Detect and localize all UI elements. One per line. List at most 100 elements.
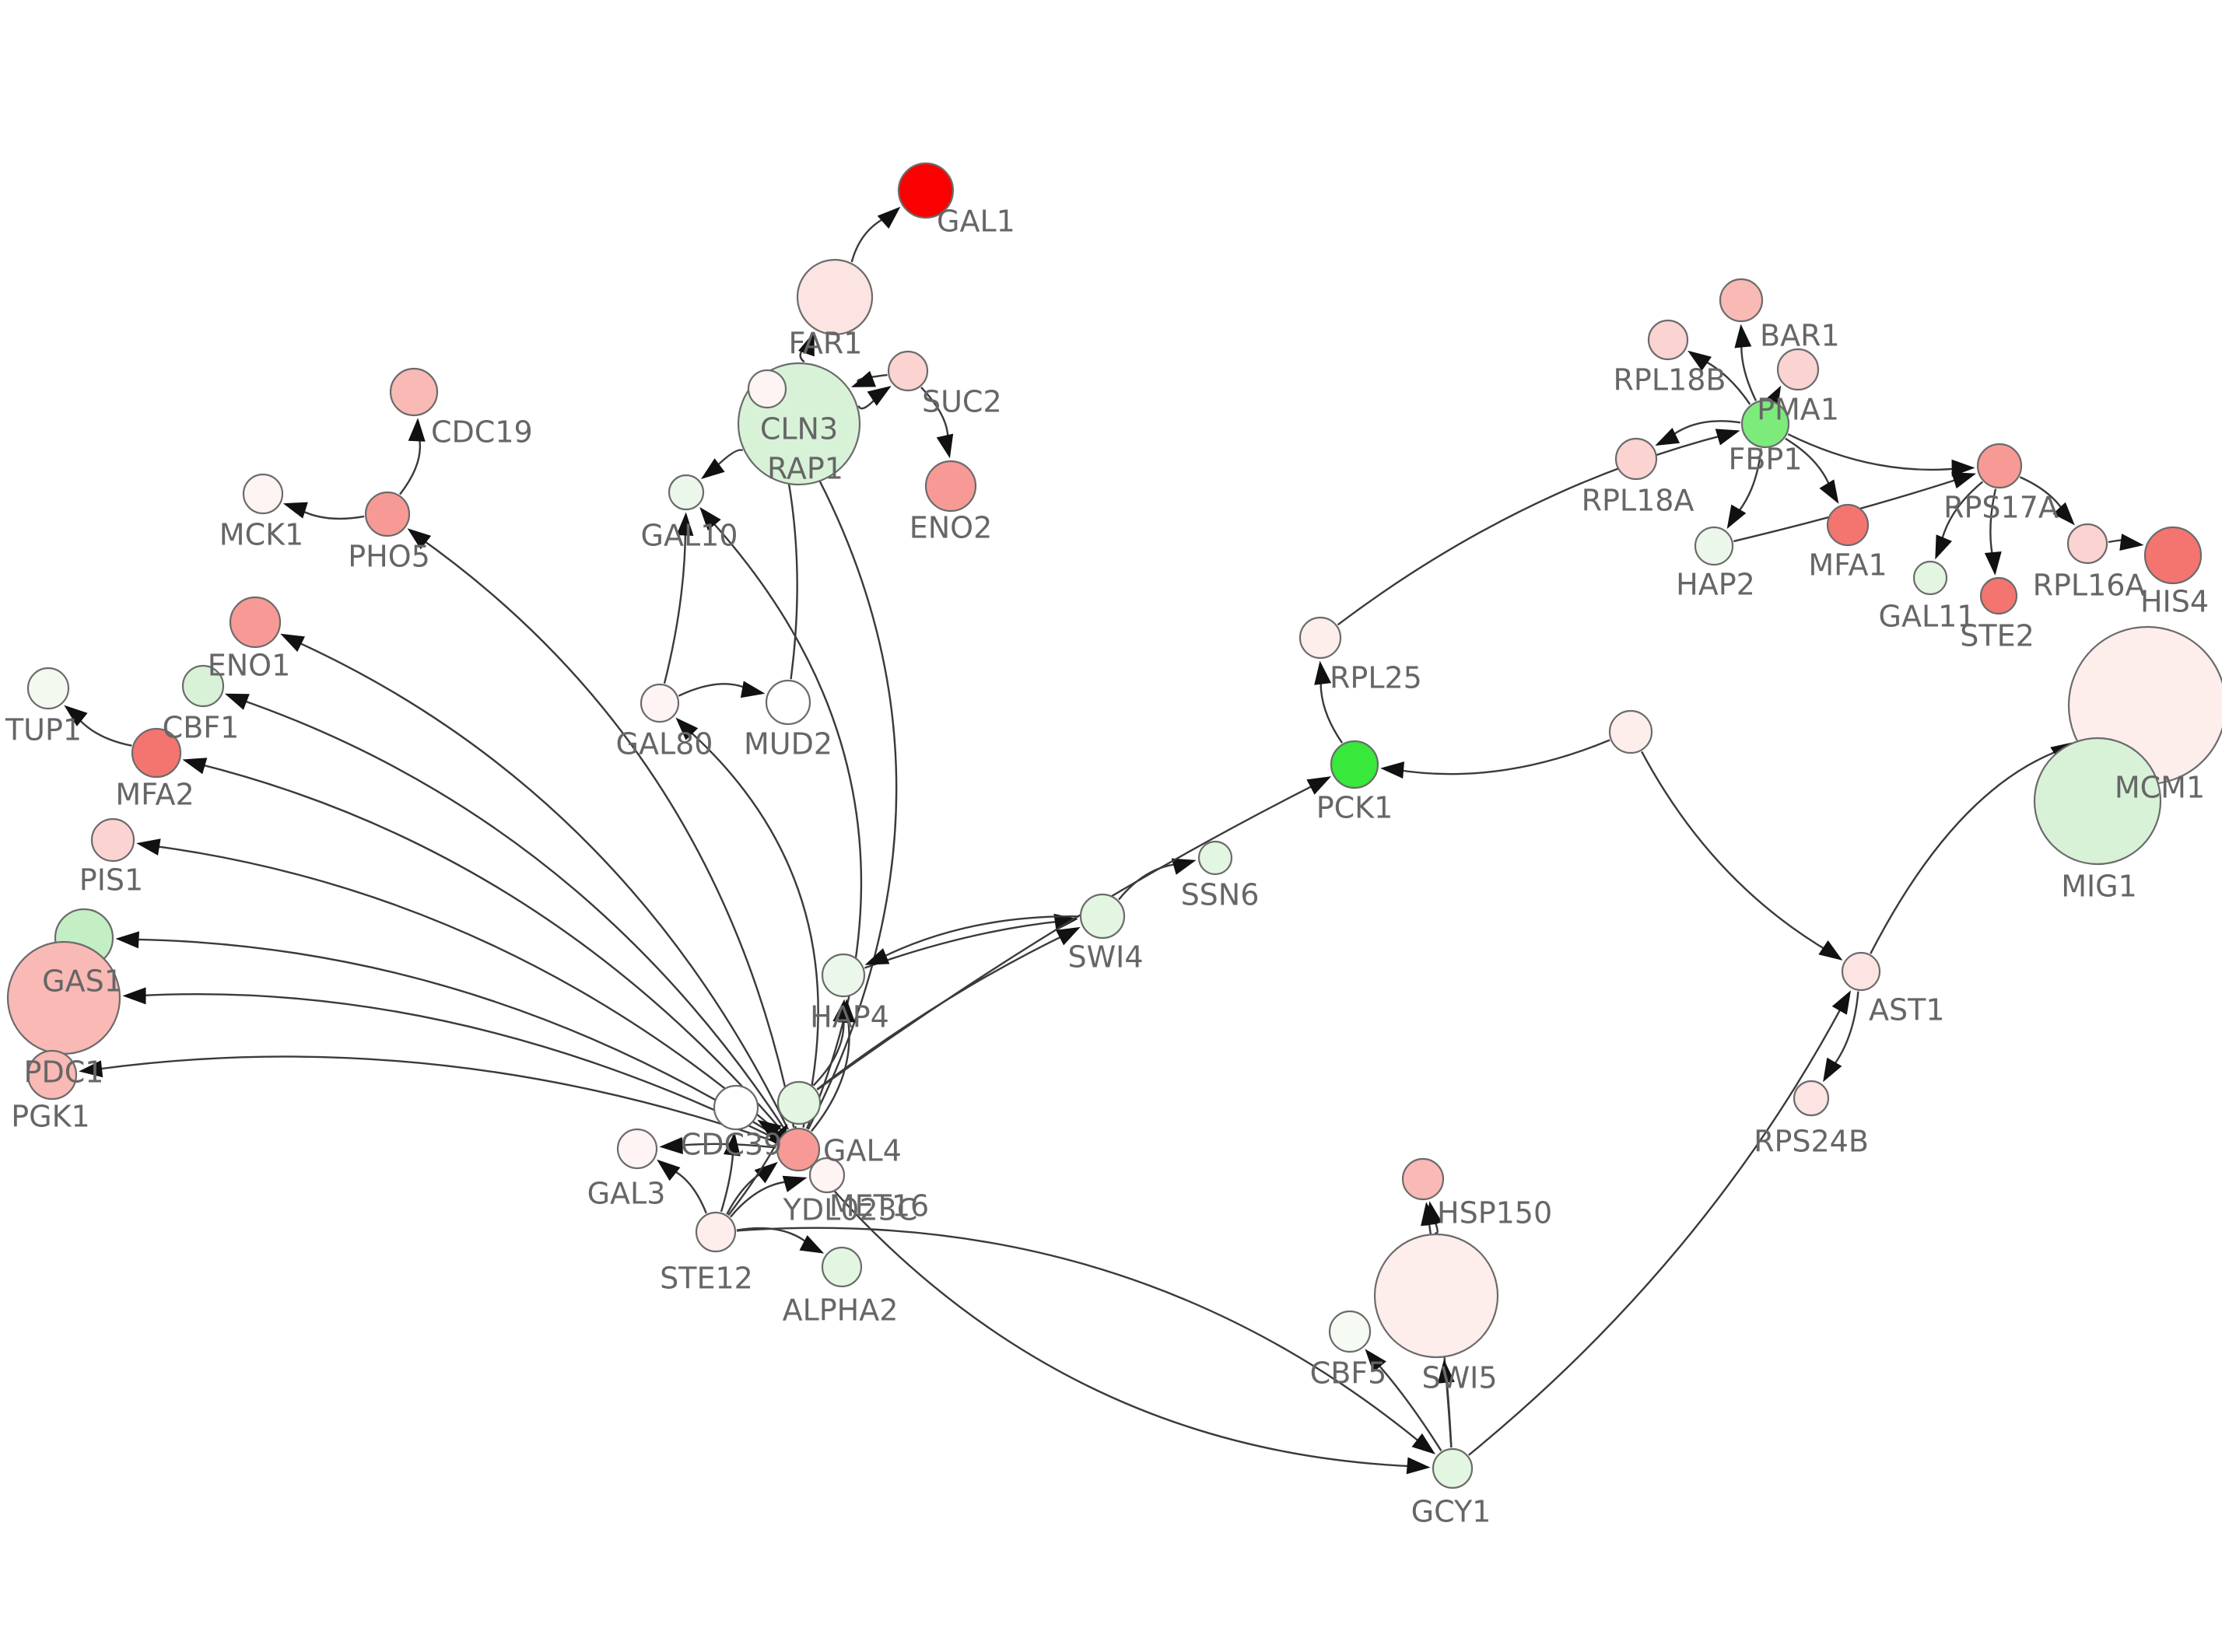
node-circle-mck1[interactable] xyxy=(242,473,284,515)
node-circle-mfa2[interactable] xyxy=(131,727,182,779)
node-cdc39[interactable] xyxy=(713,1084,759,1131)
node-circle-hap2[interactable] xyxy=(1694,526,1734,566)
node-met16[interactable] xyxy=(776,1080,822,1125)
node-pma1[interactable] xyxy=(1776,348,1820,391)
node-circle-cbf5[interactable] xyxy=(1328,1310,1372,1353)
node-ast1[interactable] xyxy=(1841,951,1881,992)
node-circle-mfa1[interactable] xyxy=(1826,503,1870,547)
node-circle-unlbl1[interactable] xyxy=(1608,709,1653,754)
node-circle-ste12[interactable] xyxy=(695,1211,737,1253)
node-circle-pho5[interactable] xyxy=(364,491,411,537)
node-cdc19[interactable] xyxy=(389,367,439,417)
node-rpl18b[interactable] xyxy=(1647,319,1689,361)
node-pis1[interactable] xyxy=(90,817,135,863)
node-his4[interactable] xyxy=(2143,526,2203,585)
node-circle-rpl18a[interactable] xyxy=(1614,437,1658,481)
node-rap1[interactable] xyxy=(747,369,787,409)
node-circle-hsp150[interactable] xyxy=(1401,1157,1445,1201)
node-circle-rps17a[interactable] xyxy=(1976,443,2023,489)
node-circle-mud2[interactable] xyxy=(765,679,811,726)
node-circle-gal1[interactable] xyxy=(897,162,955,219)
node-circle-gal80[interactable] xyxy=(640,683,680,723)
node-fbp1[interactable] xyxy=(1740,399,1790,449)
node-circle-cbf1[interactable] xyxy=(181,664,225,708)
node-circle-gal3[interactable] xyxy=(616,1128,658,1170)
node-ste12[interactable] xyxy=(695,1211,737,1253)
node-pgk1[interactable] xyxy=(26,1049,78,1101)
node-circle-pma1[interactable] xyxy=(1776,348,1820,391)
node-circle-pgk1[interactable] xyxy=(26,1049,78,1101)
node-circle-swi5[interactable] xyxy=(1373,1233,1499,1359)
node-circle-gal10[interactable] xyxy=(668,474,705,511)
node-circle-rps24b[interactable] xyxy=(1793,1080,1830,1117)
node-circle-rpl18b[interactable] xyxy=(1647,319,1689,361)
node-circle-suc2[interactable] xyxy=(887,350,929,392)
node-mig1[interactable] xyxy=(2033,737,2162,866)
node-hap4[interactable] xyxy=(821,953,866,998)
node-rpl18a[interactable] xyxy=(1614,437,1658,481)
node-gal11[interactable] xyxy=(1912,560,1948,596)
node-circle-gal11[interactable] xyxy=(1912,560,1948,596)
node-swi5[interactable] xyxy=(1373,1233,1499,1359)
node-ssn6[interactable] xyxy=(1197,840,1233,876)
node-eno1[interactable] xyxy=(229,596,282,649)
node-circle-pis1[interactable] xyxy=(90,817,135,863)
node-circle-rap1[interactable] xyxy=(747,369,787,409)
node-circle-bar1[interactable] xyxy=(1719,278,1764,323)
node-hap2[interactable] xyxy=(1694,526,1734,566)
node-cbf5[interactable] xyxy=(1328,1310,1372,1353)
node-circle-cdc19[interactable] xyxy=(389,367,439,417)
node-gal3[interactable] xyxy=(616,1128,658,1170)
node-pck1[interactable] xyxy=(1330,740,1379,789)
node-circle-rpl25[interactable] xyxy=(1299,616,1342,660)
node-circle-ste2[interactable] xyxy=(1979,576,2018,615)
node-label-cdc19: CDC19 xyxy=(431,415,533,450)
node-ste2[interactable] xyxy=(1979,576,2018,615)
node-gal10[interactable] xyxy=(668,474,705,511)
node-eno2[interactable] xyxy=(924,460,977,513)
node-mck1[interactable] xyxy=(242,473,284,515)
node-circle-swi4[interactable] xyxy=(1079,893,1126,940)
node-circle-gcy1[interactable] xyxy=(1432,1447,1474,1489)
node-circle-eno1[interactable] xyxy=(229,596,282,649)
node-circle-rpl16a[interactable] xyxy=(2066,523,2108,565)
node-circle-gal4[interactable] xyxy=(776,1127,821,1172)
node-circle-ydl023c[interactable] xyxy=(808,1157,846,1194)
node-circle-pck1[interactable] xyxy=(1330,740,1379,789)
node-alpha2[interactable] xyxy=(821,1246,863,1288)
node-circle-his4[interactable] xyxy=(2143,526,2203,585)
node-circle-ast1[interactable] xyxy=(1841,951,1881,992)
node-gal4[interactable] xyxy=(776,1127,821,1172)
node-swi4[interactable] xyxy=(1079,893,1126,940)
node-rps17a[interactable] xyxy=(1976,443,2023,489)
node-gal80[interactable] xyxy=(640,683,680,723)
node-cbf1[interactable] xyxy=(181,664,225,708)
node-circle-met16[interactable] xyxy=(776,1080,822,1125)
node-ydl023c[interactable] xyxy=(808,1157,846,1194)
node-gal1[interactable] xyxy=(897,162,955,219)
node-hsp150[interactable] xyxy=(1401,1157,1445,1201)
node-tup1[interactable] xyxy=(26,667,70,710)
node-unlbl1[interactable] xyxy=(1608,709,1653,754)
node-gcy1[interactable] xyxy=(1432,1447,1474,1489)
node-rps24b[interactable] xyxy=(1793,1080,1830,1117)
node-circle-mig1[interactable] xyxy=(2033,737,2162,866)
node-circle-cdc39[interactable] xyxy=(713,1084,759,1131)
node-pho5[interactable] xyxy=(364,491,411,537)
node-circle-far1[interactable] xyxy=(796,258,874,336)
node-rpl25[interactable] xyxy=(1299,616,1342,660)
node-circle-ssn6[interactable] xyxy=(1197,840,1233,876)
node-circle-tup1[interactable] xyxy=(26,667,70,710)
node-rpl16a[interactable] xyxy=(2066,523,2108,565)
node-suc2[interactable] xyxy=(887,350,929,392)
node-circle-alpha2[interactable] xyxy=(821,1246,863,1288)
node-circle-fbp1[interactable] xyxy=(1740,399,1790,449)
node-mud2[interactable] xyxy=(765,679,811,726)
node-mfa1[interactable] xyxy=(1826,503,1870,547)
node-far1[interactable] xyxy=(796,258,874,336)
node-mfa2[interactable] xyxy=(131,727,182,779)
node-circle-hap4[interactable] xyxy=(821,953,866,998)
node-bar1[interactable] xyxy=(1719,278,1764,323)
arrowhead-ste12-to-ydl023c xyxy=(782,1175,808,1192)
node-circle-eno2[interactable] xyxy=(924,460,977,513)
